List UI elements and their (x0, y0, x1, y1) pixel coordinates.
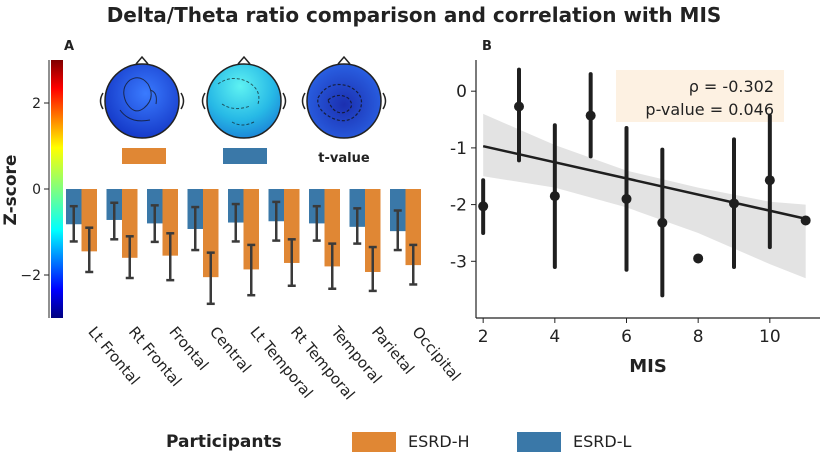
colorbar-tick-label: 0 (32, 182, 41, 198)
x-tick-label: 4 (549, 327, 560, 347)
colorbar-gradient (51, 60, 63, 318)
bar-esrd-h (162, 189, 178, 256)
y-tick-label: 0 (456, 82, 467, 102)
head-circle-tvalue (306, 63, 382, 139)
contour-tvalue (317, 83, 363, 122)
data-point (729, 198, 739, 209)
colorbar-ticks: 2 0 −2 (20, 96, 49, 284)
legend-swatch-esrd-l (517, 432, 561, 452)
data-point (657, 217, 668, 228)
legend-swatch-esrd-h-topo (122, 148, 166, 164)
x-tick-label: 10 (759, 327, 781, 347)
y-tick-label: -1 (450, 139, 467, 159)
bar-esrd-h (243, 189, 259, 270)
colorbar-tick-label: 2 (32, 96, 41, 112)
stats-rho: ρ = -0.302 (689, 77, 774, 96)
x-tick-label: 8 (693, 327, 704, 347)
head-ears-tvalue (301, 92, 387, 110)
panel-a-label: A (64, 39, 74, 54)
head-circle-esrd-l (206, 63, 282, 139)
bar-esrd-h (365, 189, 381, 272)
topomap-esrd-l (201, 55, 287, 164)
data-point (800, 215, 811, 226)
colorbar: 2 0 −2 Z-score (1, 60, 63, 318)
head-nose-esrd-l (237, 55, 251, 65)
figure-title: Delta/Theta ratio comparison and correla… (107, 3, 722, 27)
colorbar-label: Z-score (1, 155, 21, 226)
legend-title: Participants (166, 432, 282, 452)
data-point (585, 110, 596, 121)
data-point (514, 101, 524, 112)
contour-esrd-l (217, 78, 260, 126)
bar-esrd-h (324, 189, 340, 267)
legend-label-esrd-h: ESRD-H (408, 432, 470, 451)
legend-swatch-esrd-h (352, 432, 396, 452)
contour-esrd-h (119, 77, 157, 122)
y-tick-label: -3 (450, 252, 467, 272)
topomap-esrd-h (99, 55, 185, 164)
x-tick-label: Occipital (408, 323, 464, 385)
head-ears-esrd-h (99, 92, 185, 110)
x-tick-label: 2 (478, 327, 489, 347)
bar-esrd-h (122, 189, 138, 258)
colorbar-tick-label: −2 (20, 268, 41, 284)
x-axis-label: MIS (629, 356, 667, 377)
legend-label-esrd-l: ESRD-L (573, 432, 631, 451)
stats-pvalue: p-value = 0.046 (645, 100, 774, 119)
head-circle-esrd-h (104, 63, 180, 139)
regression-line (482, 144, 806, 220)
panel-b-label: B (482, 39, 492, 54)
stats-box (616, 70, 784, 122)
x-tick-label: 6 (621, 327, 632, 347)
head-nose-esrd-h (135, 55, 149, 65)
bar-esrd-h (81, 189, 97, 252)
head-ears-esrd-l (201, 92, 287, 110)
participants-legend: Participants ESRD-H ESRD-L (166, 432, 631, 452)
data-point (621, 193, 632, 204)
legend-swatch-esrd-l-topo (223, 148, 267, 164)
data-point (549, 191, 560, 202)
confidence-band (483, 113, 806, 279)
x-tick-label: Central (206, 323, 255, 376)
topomap-tvalue-label: t-value (318, 151, 370, 166)
data-point (764, 175, 775, 186)
data-point (478, 201, 489, 212)
y-tick-label: -2 (450, 196, 467, 216)
bar-esrd-h (203, 189, 219, 278)
bar-esrd-h (284, 189, 300, 263)
topomap-tvalue: t-value (301, 55, 387, 166)
data-point (693, 253, 704, 264)
panel-b-scatter-chart: 0 -1 -2 -3 2 4 6 8 10 MIS ρ = -0.302 p-value = 0.04… (450, 60, 820, 377)
head-nose-tvalue (337, 55, 351, 65)
